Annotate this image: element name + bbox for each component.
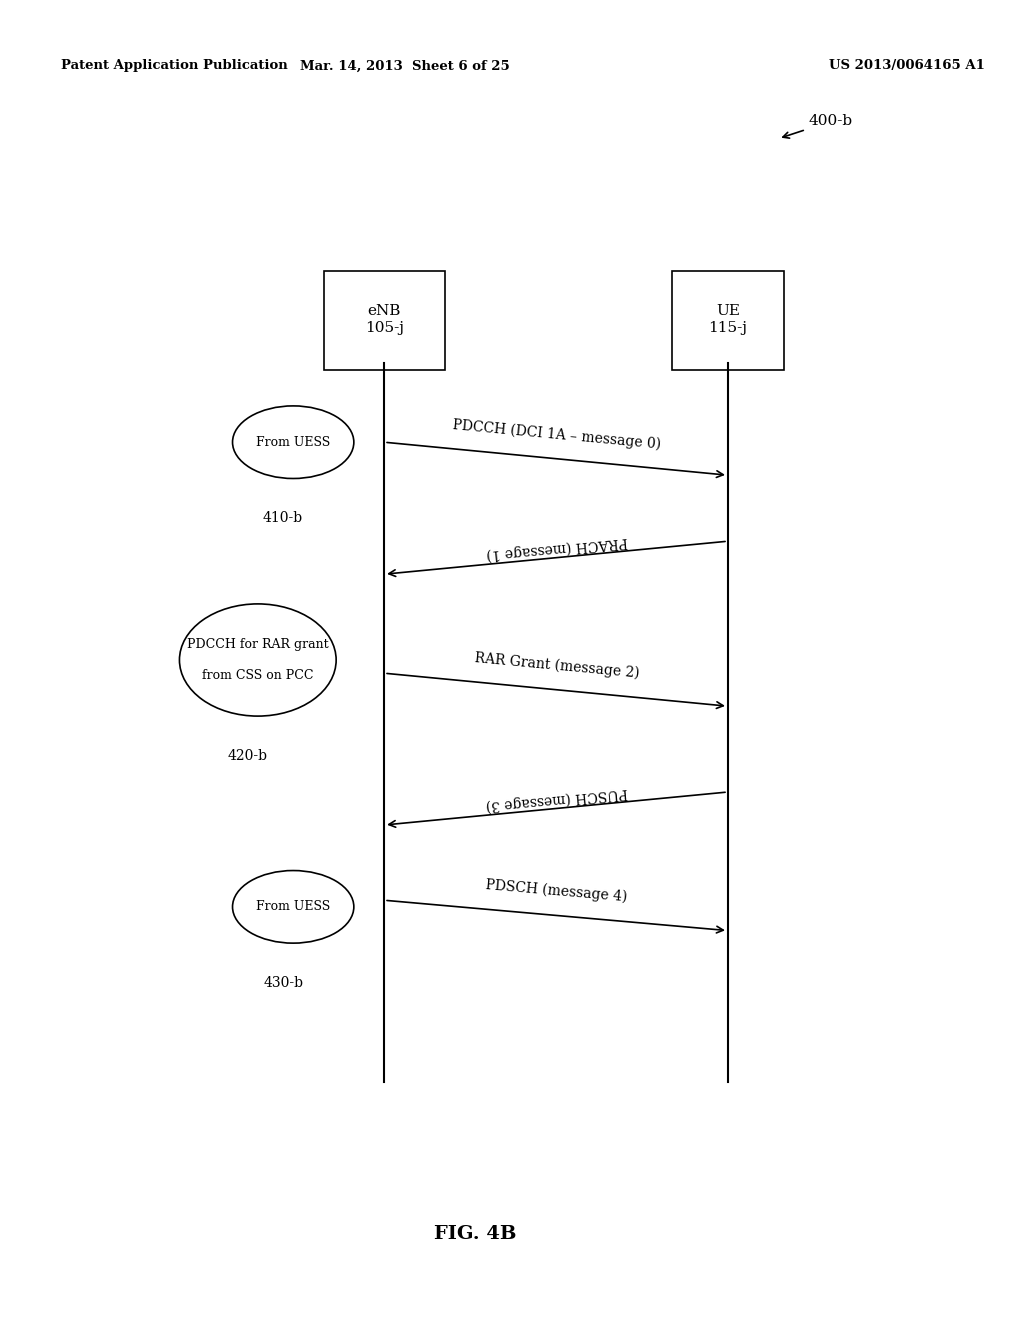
- Text: eNB
105-j: eNB 105-j: [365, 305, 403, 334]
- Text: PRACH (message 1): PRACH (message 1): [485, 533, 628, 561]
- Text: FIG. 4B: FIG. 4B: [434, 1225, 516, 1243]
- Text: 420-b: 420-b: [227, 750, 267, 763]
- Text: From UESS: From UESS: [256, 436, 331, 449]
- Text: 400-b: 400-b: [783, 115, 853, 139]
- Text: RAR Grant (message 2): RAR Grant (message 2): [474, 651, 640, 680]
- Text: 430-b: 430-b: [263, 977, 303, 990]
- Ellipse shape: [232, 407, 354, 479]
- Text: Mar. 14, 2013  Sheet 6 of 25: Mar. 14, 2013 Sheet 6 of 25: [299, 59, 509, 73]
- FancyBboxPatch shape: [324, 271, 444, 370]
- Text: PUSCH (message 3): PUSCH (message 3): [485, 784, 629, 812]
- Text: PDSCH (message 4): PDSCH (message 4): [485, 878, 628, 904]
- Ellipse shape: [232, 871, 354, 942]
- Text: from CSS on PCC: from CSS on PCC: [202, 669, 313, 682]
- Text: 410-b: 410-b: [263, 511, 303, 525]
- Text: PDCCH (DCI 1A – message 0): PDCCH (DCI 1A – message 0): [452, 417, 662, 451]
- Text: US 2013/0064165 A1: US 2013/0064165 A1: [829, 59, 985, 73]
- Text: Patent Application Publication: Patent Application Publication: [60, 59, 288, 73]
- Text: From UESS: From UESS: [256, 900, 331, 913]
- Ellipse shape: [179, 605, 336, 715]
- FancyBboxPatch shape: [673, 271, 783, 370]
- Text: UE
115-j: UE 115-j: [709, 305, 748, 334]
- Text: PDCCH for RAR grant: PDCCH for RAR grant: [187, 638, 329, 651]
